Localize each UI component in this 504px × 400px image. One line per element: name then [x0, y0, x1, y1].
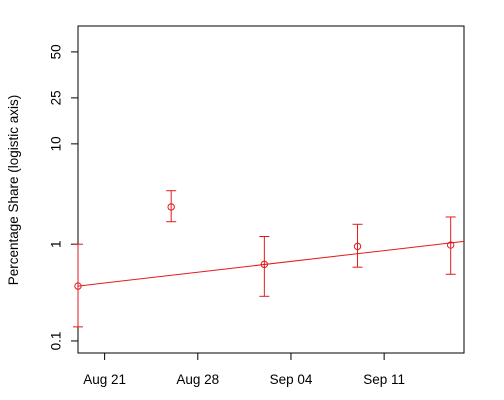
y-tick-label: 10	[49, 136, 64, 151]
data-point	[167, 203, 175, 211]
y-tick-label: 0.1	[49, 332, 64, 351]
error-bars	[73, 190, 456, 328]
trend-line-group	[77, 240, 465, 287]
x-axis: Aug 21 Aug 28 Sep 04 Sep 11	[83, 353, 405, 387]
data-point	[74, 282, 82, 290]
error-bar	[445, 216, 456, 275]
trend-line	[77, 240, 465, 287]
x-tick-label: Sep 04	[270, 372, 313, 387]
error-bar	[352, 223, 363, 268]
x-tick-label: Aug 28	[176, 372, 219, 387]
data-point	[353, 242, 362, 251]
y-tick-label: 25	[49, 90, 64, 105]
y-tick-label: 1	[49, 240, 64, 248]
y-axis: 0.1 1 10 25 50	[49, 44, 78, 351]
x-tick-label: Sep 11	[363, 372, 405, 387]
data-points	[74, 203, 455, 290]
data-point	[260, 260, 269, 269]
error-bar	[259, 235, 270, 297]
y-tick-label: 50	[49, 44, 64, 59]
data-point	[446, 241, 455, 249]
error-bar	[73, 243, 83, 328]
plot-border	[77, 25, 465, 354]
x-tick-label: Aug 21	[83, 372, 126, 387]
y-axis-label: Percentage Share (logistic axis)	[6, 95, 21, 286]
error-bar	[166, 190, 177, 223]
